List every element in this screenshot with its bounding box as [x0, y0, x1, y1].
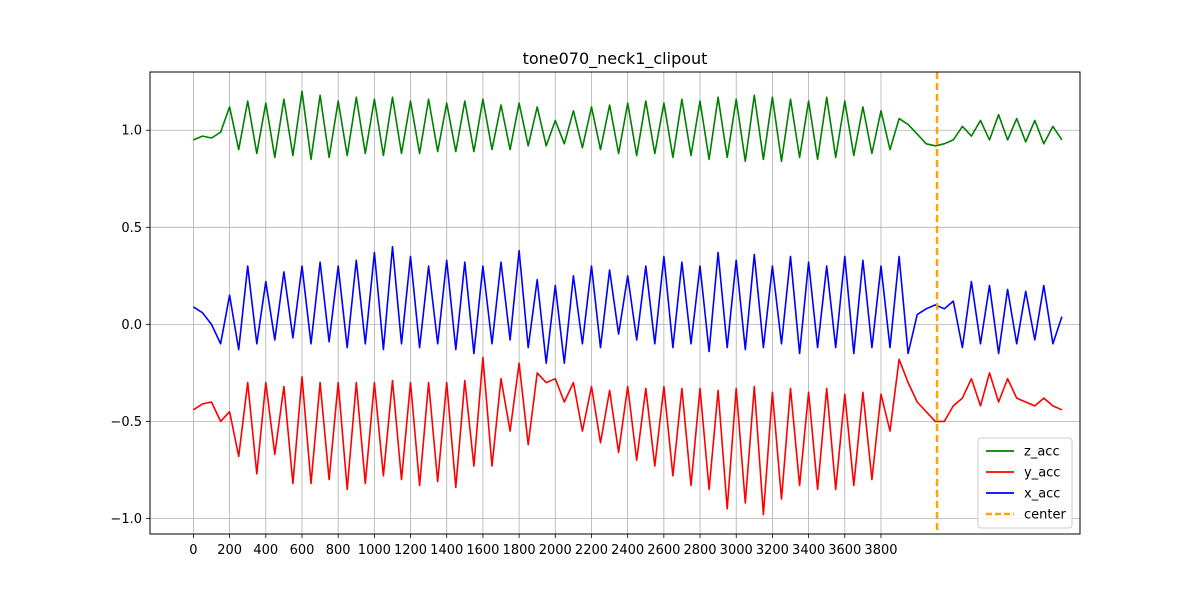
- legend-label-center: center: [1024, 508, 1066, 523]
- legend-label-y_acc: y_acc: [1024, 466, 1060, 481]
- plot-frame: [149, 71, 1081, 535]
- grid: [150, 72, 1080, 534]
- y-tick-label: 1.0: [121, 124, 142, 139]
- y-tick-label: 0.0: [121, 318, 142, 333]
- y-tick-label: −1.0: [110, 512, 142, 527]
- chart-title: tone070_neck1_clipout: [523, 49, 708, 69]
- y-tick-label: −0.5: [110, 415, 142, 430]
- x-tick-label: 3000: [720, 543, 753, 558]
- x-tick-label: 1600: [466, 543, 499, 558]
- x-tick-label: 2600: [647, 543, 680, 558]
- legend-label-x_acc: x_acc: [1024, 487, 1060, 502]
- x-tick-label: 3600: [828, 543, 861, 558]
- x-tick-label: 2000: [539, 543, 572, 558]
- legend-box: [977, 437, 1073, 529]
- series-line-z_acc: [193, 90, 1063, 163]
- legend-label-z_acc: z_acc: [1024, 445, 1060, 460]
- x-tick-label: 2800: [683, 543, 716, 558]
- x-tick-label: 2200: [575, 543, 608, 558]
- x-tick-label: 600: [290, 543, 315, 558]
- x-tick-label: 3400: [792, 543, 825, 558]
- plot-lines: [192, 72, 1063, 534]
- x-tick-label: 1000: [358, 543, 391, 558]
- x-tick-label: 200: [217, 543, 242, 558]
- y-tick-label: 0.5: [121, 221, 142, 236]
- x-tick-label: 1200: [394, 543, 427, 558]
- x-tick-label: 800: [326, 543, 351, 558]
- x-tick-label: 0: [189, 543, 197, 558]
- x-tick-label: 3200: [756, 543, 789, 558]
- x-tick-label: 400: [253, 543, 278, 558]
- x-tick-label: 1400: [430, 543, 463, 558]
- series-line-y_acc: [192, 356, 1063, 516]
- series-line-x_acc: [192, 245, 1063, 365]
- axes: 0 200 400 600 800 1000 1200 1400 1600 1800 2000 220…: [110, 71, 1081, 558]
- x-tick-label: 2400: [611, 543, 644, 558]
- x-tick-label: 3800: [864, 543, 897, 558]
- x-tick-label: 1800: [503, 543, 536, 558]
